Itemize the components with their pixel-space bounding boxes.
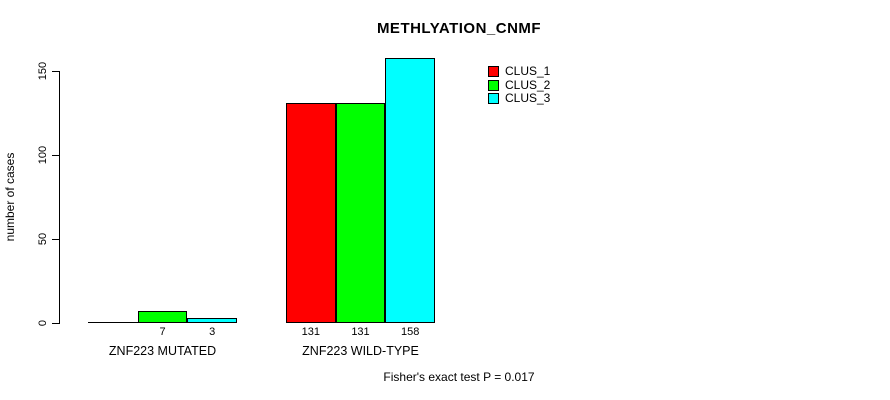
legend-label: CLUS_1 <box>505 64 551 78</box>
chart-title: METHLYATION_CNMF <box>376 20 542 37</box>
bar-value-label: 3 <box>209 326 216 338</box>
legend-swatch-clus_1 <box>488 66 499 77</box>
legend-item-clus_2: CLUS_2 <box>488 77 551 92</box>
y-tick-label: 100 <box>37 145 49 165</box>
y-tick-mark <box>52 239 59 240</box>
y-tick-label: 50 <box>37 232 49 246</box>
legend-label: CLUS_3 <box>505 91 551 105</box>
bar-value-label: 131 <box>351 326 370 338</box>
legend-label: CLUS_2 <box>505 77 551 92</box>
bar-value-label: 7 <box>159 326 166 338</box>
legend-item-clus_1: CLUS_1 <box>488 65 550 78</box>
bar-clus_3-2 <box>385 57 435 323</box>
bar-clus_2-1 <box>137 311 188 323</box>
category-label-2: ZNF223 WILD-TYPE <box>302 344 419 358</box>
category-label-1: ZNF223 MUTATED <box>108 344 217 358</box>
y-tick-label: 150 <box>37 61 49 81</box>
bar-value-label: 158 <box>400 326 420 338</box>
legend-swatch-clus_3 <box>488 93 499 104</box>
legend: CLUS_1 CLUS_2 CLUS_3 <box>488 65 550 106</box>
y-axis-line <box>59 71 60 324</box>
y-tick-mark <box>52 323 59 324</box>
bar-clus_2-2 <box>335 102 386 323</box>
y-tick-mark <box>52 71 59 72</box>
legend-item-clus_3: CLUS_3 <box>488 92 550 105</box>
y-tick-mark <box>52 155 59 156</box>
fishers-test-annotation: Fisher's exact test P = 0.017 <box>383 370 535 384</box>
bar-value-label: 131 <box>301 326 320 338</box>
bar-clus_1-2 <box>286 102 336 323</box>
y-tick-label: 0 <box>37 319 49 327</box>
legend-swatch-clus_2 <box>488 79 499 91</box>
bar-clus_3-1 <box>187 317 237 323</box>
